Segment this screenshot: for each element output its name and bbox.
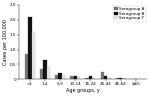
Bar — [70, 76, 74, 79]
Bar — [107, 78, 111, 79]
Bar — [28, 17, 32, 79]
Y-axis label: Cases per 100,000: Cases per 100,000 — [3, 19, 8, 65]
Bar — [55, 75, 58, 79]
Bar — [32, 32, 35, 79]
Bar — [40, 69, 43, 79]
Bar — [119, 78, 122, 79]
Bar — [122, 78, 126, 79]
Bar — [25, 54, 28, 79]
Bar — [62, 75, 65, 79]
Bar — [58, 73, 62, 79]
Bar — [85, 78, 89, 79]
Legend: Serogroup A, Serogroup B, Serogroup Y: Serogroup A, Serogroup B, Serogroup Y — [113, 6, 146, 22]
Bar — [47, 67, 50, 79]
Bar — [92, 78, 95, 79]
Bar — [77, 77, 80, 79]
Bar — [43, 60, 47, 79]
Bar — [100, 72, 104, 79]
Bar — [116, 78, 119, 79]
Bar — [74, 76, 77, 79]
Bar — [104, 76, 107, 79]
X-axis label: Age groups, y: Age groups, y — [66, 88, 100, 93]
Bar — [89, 76, 92, 79]
